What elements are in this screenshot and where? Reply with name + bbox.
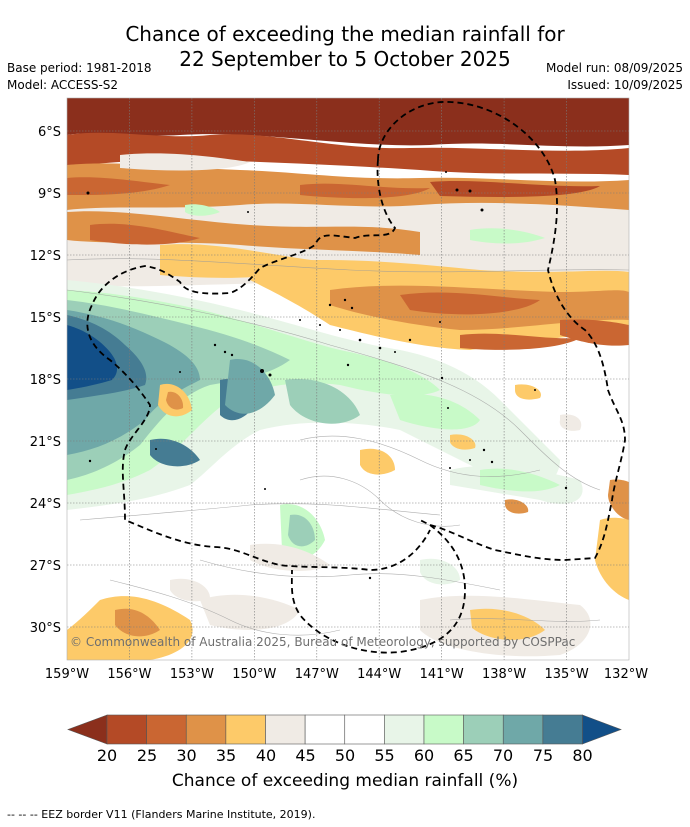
colorbar-segment bbox=[502, 714, 544, 745]
colorbar-segment bbox=[185, 714, 227, 745]
lon-label: 156°W bbox=[107, 667, 151, 682]
lat-label: 24°S bbox=[30, 497, 61, 512]
base-period: Base period: 1981-2018 bbox=[7, 61, 152, 75]
colorbar-tick: 25 bbox=[137, 746, 157, 765]
colorbar-tick: 30 bbox=[176, 746, 196, 765]
lon-labels: 159°W 156°W 153°W 150°W 147°W 144°W 141°… bbox=[45, 667, 648, 682]
lat-label: 27°S bbox=[30, 559, 61, 574]
lon-label: 147°W bbox=[295, 667, 339, 682]
title-line-1: Chance of exceeding the median rainfall … bbox=[125, 22, 565, 46]
meta-left: Base period: 1981-2018 Model: ACCESS-S2 bbox=[7, 60, 152, 94]
lon-label: 150°W bbox=[232, 667, 276, 682]
colorbar-segment bbox=[423, 714, 464, 745]
lon-label: 132°W bbox=[604, 667, 648, 682]
graticule bbox=[67, 98, 629, 660]
colorbar-tick: 60 bbox=[414, 746, 434, 765]
lon-label: 135°W bbox=[545, 667, 589, 682]
colorbar-segment bbox=[225, 714, 266, 745]
model-name: Model: ACCESS-S2 bbox=[7, 78, 119, 92]
colorbar-tick: 70 bbox=[493, 746, 513, 765]
lat-label: 30°S bbox=[30, 621, 61, 636]
colorbar-segment bbox=[304, 714, 346, 745]
colorbar-tick: 55 bbox=[374, 746, 394, 765]
lon-label: 138°W bbox=[482, 667, 526, 682]
lon-label: 141°W bbox=[420, 667, 464, 682]
colorbar-label: Chance of exceeding median rainfall (%) bbox=[171, 771, 519, 791]
colorbar-arrow-low bbox=[67, 714, 108, 745]
colorbar-tick: 20 bbox=[97, 746, 117, 765]
lat-label: 6°S bbox=[38, 125, 61, 140]
colorbar-segment bbox=[463, 714, 504, 745]
lat-labels: 6°S 9°S 12°S 15°S 18°S 21°S 24°S 27°S 30… bbox=[30, 125, 61, 636]
colorbar-tick: 45 bbox=[295, 746, 315, 765]
lat-label: 9°S bbox=[38, 187, 61, 202]
colorbar-segment bbox=[146, 714, 187, 745]
islands bbox=[86, 171, 568, 580]
colorbar-tick: 40 bbox=[256, 746, 276, 765]
model-run: Model run: 08/09/2025 bbox=[545, 61, 683, 75]
meta-right: Model run: 08/09/2025 Issued: 10/09/2025 bbox=[546, 60, 683, 94]
lon-label: 159°W bbox=[45, 667, 89, 682]
colorbar-ticks: 20 25 30 35 40 45 50 55 60 65 70 75 80 bbox=[97, 746, 593, 765]
colorbar-segment bbox=[265, 714, 306, 745]
lon-label: 153°W bbox=[170, 667, 214, 682]
eez-footnote: -- -- -- EEZ border V11 (Flanders Marine… bbox=[7, 808, 316, 821]
lat-label: 21°S bbox=[30, 435, 61, 450]
colorbar bbox=[67, 714, 622, 745]
colorbar-tick: 65 bbox=[453, 746, 473, 765]
colorbar-tick: 80 bbox=[572, 746, 592, 765]
colorbar-arrow-high bbox=[582, 714, 622, 745]
map-title: Chance of exceeding the median rainfall … bbox=[0, 22, 690, 72]
lon-label: 144°W bbox=[357, 667, 401, 682]
lat-label: 18°S bbox=[30, 373, 61, 388]
lat-label: 12°S bbox=[30, 249, 61, 264]
issued-date: Issued: 10/09/2025 bbox=[567, 78, 683, 92]
colorbar-tick: 35 bbox=[216, 746, 236, 765]
eez-borders bbox=[86, 101, 626, 654]
lat-label: 15°S bbox=[30, 311, 61, 326]
copyright-notice: © Commonwealth of Australia 2025, Bureau… bbox=[70, 635, 575, 649]
colorbar-segment bbox=[384, 714, 425, 745]
colorbar-tick: 75 bbox=[533, 746, 553, 765]
colorbar-segment bbox=[106, 714, 147, 745]
title-line-2: 22 September to 5 October 2025 bbox=[179, 47, 511, 71]
colorbar-segment bbox=[344, 714, 385, 745]
colorbar-segment bbox=[542, 714, 583, 745]
colorbar-tick: 50 bbox=[335, 746, 355, 765]
